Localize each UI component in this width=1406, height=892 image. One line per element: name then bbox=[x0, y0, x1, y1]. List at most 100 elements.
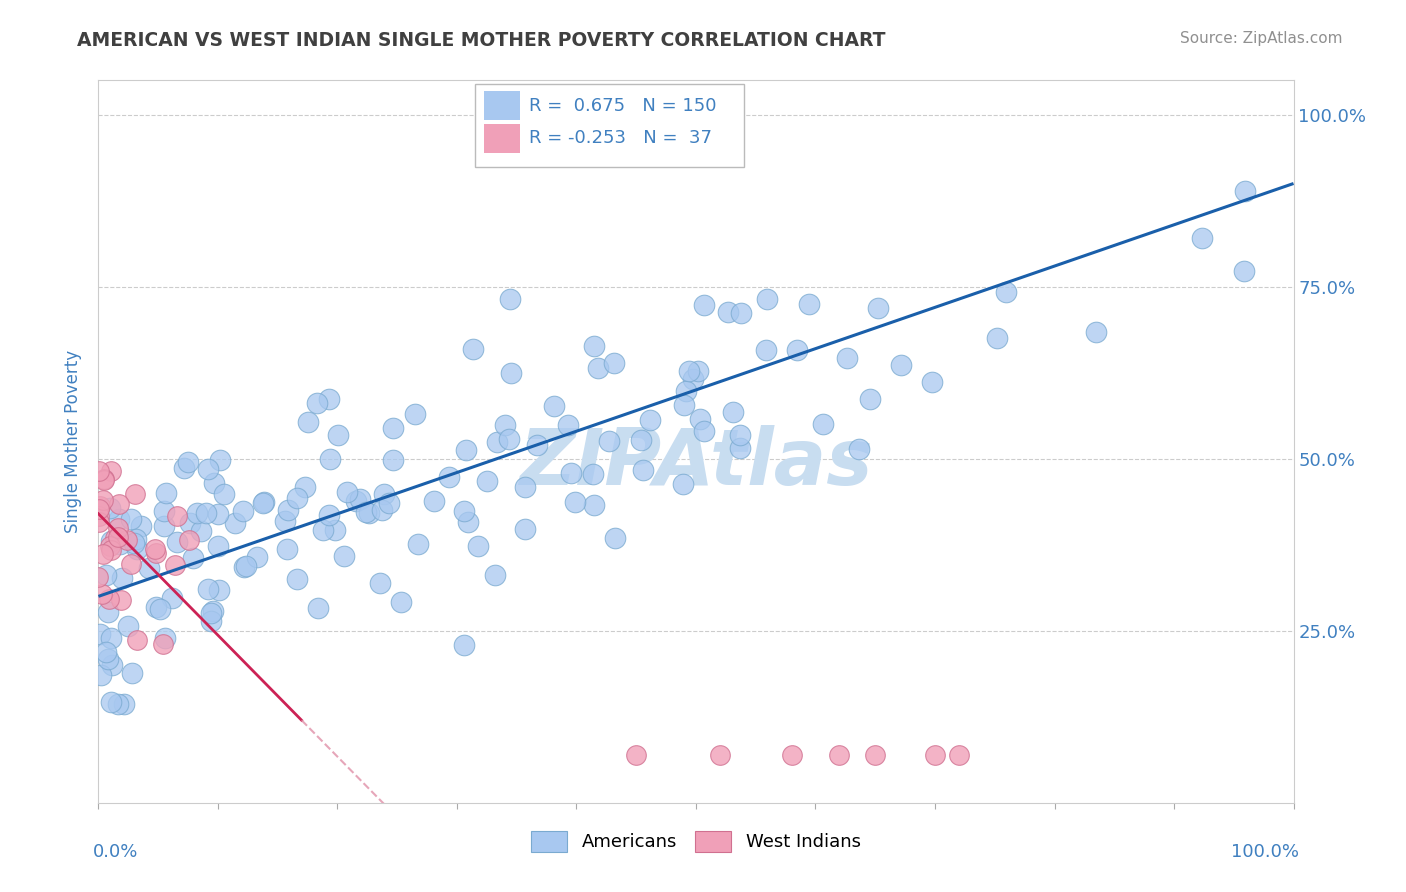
Point bbox=[207, 508, 229, 522]
Point bbox=[276, 541, 298, 556]
Point bbox=[294, 480, 316, 494]
Point bbox=[100, 695, 122, 709]
Point bbox=[100, 542, 122, 557]
Point bbox=[108, 497, 131, 511]
Point bbox=[404, 407, 426, 421]
Point bbox=[716, 305, 738, 319]
Point bbox=[638, 413, 661, 427]
Point bbox=[678, 364, 700, 378]
Point bbox=[368, 576, 391, 591]
Point bbox=[152, 503, 174, 517]
Point bbox=[87, 508, 110, 523]
Point bbox=[675, 384, 697, 398]
Point bbox=[186, 506, 208, 520]
Point bbox=[564, 494, 586, 508]
Point bbox=[797, 296, 820, 310]
Bar bbox=[485, 124, 520, 153]
Point bbox=[87, 515, 110, 529]
Point bbox=[153, 632, 176, 646]
Point bbox=[513, 480, 536, 494]
Point bbox=[813, 417, 835, 431]
Point bbox=[728, 428, 751, 442]
Point bbox=[755, 292, 778, 306]
Y-axis label: Single Mother Poverty: Single Mother Poverty bbox=[65, 350, 83, 533]
Point bbox=[152, 637, 174, 651]
Point bbox=[582, 467, 605, 481]
Point bbox=[889, 358, 911, 372]
Point bbox=[212, 487, 235, 501]
Point bbox=[98, 592, 121, 607]
Point bbox=[672, 476, 695, 491]
Point bbox=[382, 452, 405, 467]
Point bbox=[354, 505, 377, 519]
Point bbox=[277, 502, 299, 516]
Point bbox=[163, 558, 186, 573]
Point bbox=[173, 460, 195, 475]
Text: R = -0.253   N =  37: R = -0.253 N = 37 bbox=[529, 129, 711, 147]
Point bbox=[626, 747, 648, 762]
Point bbox=[557, 417, 579, 432]
Point bbox=[155, 485, 177, 500]
Point bbox=[319, 451, 342, 466]
Point bbox=[543, 399, 565, 413]
Point bbox=[179, 533, 201, 548]
Point bbox=[101, 657, 124, 672]
Point bbox=[197, 461, 219, 475]
Point bbox=[117, 533, 139, 548]
Text: 100.0%: 100.0% bbox=[1232, 843, 1299, 861]
Point bbox=[1233, 264, 1256, 278]
Point bbox=[87, 464, 110, 478]
Point bbox=[121, 665, 143, 680]
Point bbox=[1233, 184, 1256, 198]
Point bbox=[252, 496, 274, 510]
Point bbox=[439, 469, 461, 483]
Point bbox=[153, 519, 176, 533]
Point bbox=[848, 442, 870, 457]
Point bbox=[179, 516, 201, 530]
Point bbox=[865, 747, 887, 762]
Point bbox=[828, 747, 851, 762]
Point bbox=[160, 591, 183, 605]
Point bbox=[515, 522, 537, 536]
Point bbox=[560, 466, 582, 480]
Point bbox=[453, 504, 475, 518]
Point bbox=[598, 434, 620, 448]
Point bbox=[326, 428, 349, 442]
Point bbox=[994, 285, 1017, 299]
Point bbox=[730, 306, 752, 320]
Point bbox=[201, 604, 224, 618]
Point bbox=[709, 747, 731, 762]
Point bbox=[318, 508, 340, 523]
Point bbox=[122, 536, 145, 550]
Point bbox=[285, 572, 308, 586]
Point bbox=[786, 343, 808, 358]
Text: R =  0.675   N = 150: R = 0.675 N = 150 bbox=[529, 96, 716, 114]
Point bbox=[117, 619, 139, 633]
Point bbox=[948, 747, 970, 762]
Point bbox=[104, 531, 127, 545]
Point bbox=[453, 638, 475, 652]
Text: ZIPAtlas: ZIPAtlas bbox=[519, 425, 873, 501]
Point bbox=[91, 492, 114, 507]
Point bbox=[94, 645, 117, 659]
Point bbox=[378, 496, 401, 510]
Point bbox=[494, 418, 516, 433]
Point bbox=[686, 364, 709, 378]
Point bbox=[467, 539, 489, 553]
Point bbox=[336, 485, 359, 500]
Point bbox=[246, 550, 269, 565]
Point bbox=[333, 549, 356, 563]
Point bbox=[224, 516, 246, 530]
Point bbox=[349, 491, 371, 506]
Point bbox=[89, 627, 111, 641]
Point bbox=[477, 475, 499, 489]
Point bbox=[233, 560, 256, 574]
Point bbox=[145, 545, 167, 559]
Point bbox=[297, 415, 319, 429]
Point bbox=[382, 420, 405, 434]
Point bbox=[90, 667, 112, 681]
Point bbox=[323, 523, 346, 537]
Point bbox=[499, 366, 522, 380]
Point bbox=[145, 542, 167, 557]
Point bbox=[484, 568, 506, 582]
